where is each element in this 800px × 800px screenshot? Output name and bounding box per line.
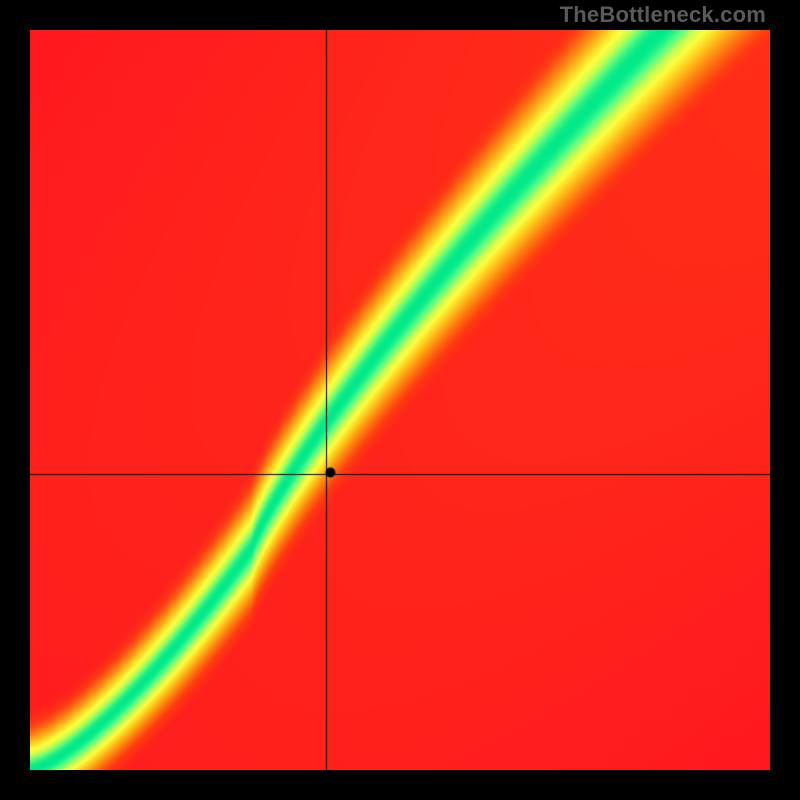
watermark-text: TheBottleneck.com (560, 2, 766, 28)
crosshair-overlay (30, 30, 770, 770)
bottleneck-heatmap (30, 30, 770, 770)
